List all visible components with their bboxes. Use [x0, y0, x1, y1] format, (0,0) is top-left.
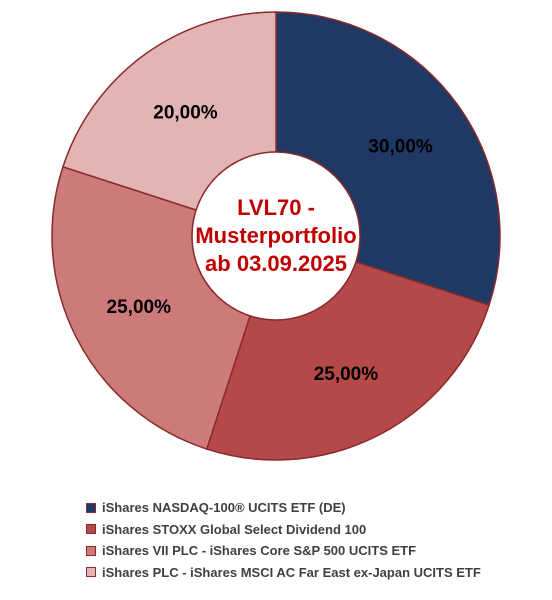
legend-swatch-3	[86, 545, 96, 556]
legend-item-4: iShares PLC - iShares MSCI AC Far East e…	[86, 562, 546, 584]
legend-item-3: iShares VII PLC - iShares Core S&P 500 U…	[86, 540, 546, 562]
legend-label-3: iShares VII PLC - iShares Core S&P 500 U…	[102, 543, 417, 559]
center-hole	[191, 151, 361, 321]
legend-item-2: iShares STOXX Global Select Dividend 100	[86, 519, 546, 541]
legend-label-4: iShares PLC - iShares MSCI AC Far East e…	[102, 564, 481, 580]
center-title: LVL70 - Musterportfolio ab 03.09.2025	[195, 195, 356, 276]
slice-label-3: 25,00%	[107, 297, 172, 318]
slice-labels-layer: 30,00% 25,00% 25,00% 20,00%	[107, 102, 433, 385]
legend-swatch-1	[86, 502, 96, 513]
legend-label-1: iShares NASDAQ-100® UCITS ETF (DE)	[102, 500, 346, 516]
donut-chart-svg: 30,00% 25,00% 25,00% 20,00% LVL70 - Musterpo…	[51, 11, 501, 461]
slice-label-4: 20,00%	[153, 102, 218, 123]
slice-label-2: 25,00%	[314, 364, 379, 385]
slice-label-1: 30,00%	[368, 136, 433, 157]
legend: iShares NASDAQ-100® UCITS ETF (DE) iShare…	[86, 497, 546, 583]
legend-item-1: iShares NASDAQ-100® UCITS ETF (DE)	[86, 497, 546, 519]
center-title-line-1: LVL70 -	[237, 195, 315, 220]
legend-label-2: iShares STOXX Global Select Dividend 100	[102, 521, 367, 537]
legend-swatch-4	[86, 567, 96, 578]
legend-swatch-2	[86, 524, 96, 535]
center-title-line-2: Musterportfolio	[195, 223, 356, 248]
center-title-line-3: ab 03.09.2025	[205, 251, 347, 276]
